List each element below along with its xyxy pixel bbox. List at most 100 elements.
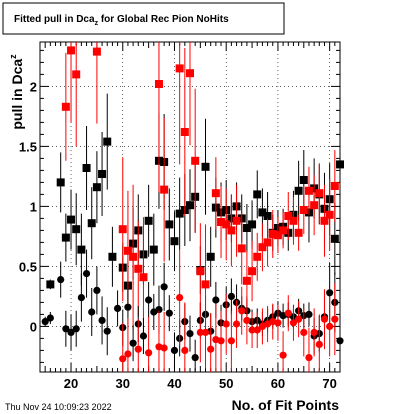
title-frame	[2, 2, 285, 35]
data-point-circle	[129, 339, 137, 347]
data-point-circle	[139, 332, 148, 340]
data-point-square	[61, 233, 70, 242]
data-point-square	[284, 212, 293, 220]
data-point-circle	[72, 325, 80, 333]
data-point-square	[232, 216, 241, 225]
data-point-circle	[300, 328, 308, 336]
data-point-circle	[315, 340, 323, 348]
data-point-circle	[46, 314, 54, 322]
data-point-square	[273, 231, 282, 240]
data-point-square	[154, 80, 163, 88]
data-point-square	[253, 190, 262, 199]
data-point-square	[258, 243, 267, 252]
data-point-circle	[212, 296, 220, 304]
data-point-square	[77, 245, 86, 254]
data-point-circle	[274, 319, 282, 327]
data-point-circle	[232, 320, 241, 328]
data-point-square	[186, 69, 194, 78]
data-point-square	[289, 216, 298, 225]
data-point-square	[149, 245, 158, 254]
data-point-circle	[243, 316, 251, 324]
data-point-square	[248, 267, 257, 276]
data-point-square	[180, 128, 189, 136]
data-point-square	[118, 225, 127, 234]
data-point-square	[67, 46, 76, 55]
data-point-square	[129, 252, 138, 261]
data-point-square	[294, 228, 303, 237]
data-point-square	[186, 201, 194, 210]
data-point-square	[201, 162, 210, 171]
data-point-square	[92, 183, 101, 192]
data-point-square	[175, 209, 184, 218]
data-point-square	[144, 216, 153, 225]
data-point-circle	[305, 310, 313, 318]
data-point-square	[82, 164, 91, 172]
data-point-circle	[253, 326, 261, 334]
data-point-circle	[284, 309, 292, 317]
data-point-square	[227, 226, 236, 235]
data-point-square	[222, 220, 231, 229]
data-point-circle	[238, 307, 246, 315]
data-point-square	[336, 160, 344, 169]
x-tick-label: 30	[116, 376, 130, 391]
data-point-circle	[145, 296, 153, 304]
data-point-circle	[196, 328, 204, 336]
data-point-square	[310, 201, 319, 210]
data-point-circle	[289, 319, 298, 327]
title-box: Fitted pull in Dcaz for Global Rec Pion …	[2, 2, 285, 35]
x-tick-label: 70	[322, 376, 336, 391]
data-point-square	[206, 252, 215, 261]
data-point-circle	[170, 346, 179, 354]
data-point-circle	[336, 337, 344, 345]
data-point-square	[87, 219, 96, 228]
timestamp: Thu Nov 24 10:09:23 2022	[5, 402, 112, 412]
data-point-square	[263, 238, 272, 247]
data-point-circle	[124, 350, 132, 358]
data-point-square	[237, 244, 246, 253]
data-point-square	[242, 276, 251, 285]
data-point-circle	[320, 315, 329, 323]
data-point-square	[103, 137, 112, 146]
y-tick-label: 2	[30, 79, 37, 94]
data-point-circle	[160, 283, 168, 291]
x-tick-label: 60	[271, 376, 285, 391]
data-point-square	[123, 246, 132, 255]
data-point-square	[72, 225, 81, 234]
data-point-square	[320, 216, 329, 225]
data-point-square	[201, 280, 210, 289]
data-point-square	[46, 280, 55, 289]
data-point-square	[315, 189, 324, 198]
data-point-circle	[57, 276, 65, 284]
data-point-circle	[222, 320, 230, 328]
data-point-circle	[326, 289, 334, 297]
data-point-circle	[331, 315, 339, 323]
data-point-circle	[77, 294, 85, 302]
data-point-square	[248, 220, 257, 229]
data-point-square	[330, 182, 339, 190]
data-point-square	[67, 215, 76, 224]
data-point-circle	[119, 355, 127, 363]
x-tick-label: 40	[167, 376, 181, 391]
data-point-circle	[155, 306, 163, 314]
data-point-circle	[145, 349, 153, 357]
data-point-square	[253, 252, 262, 261]
data-point-square	[92, 47, 101, 56]
data-point-square	[211, 189, 220, 198]
data-point-square	[72, 70, 81, 79]
data-point-circle	[62, 325, 70, 333]
chart-title: Fitted pull in Dcaz for Global Rec Pion …	[14, 14, 229, 27]
data-point-square	[263, 212, 272, 220]
data-point-circle	[98, 316, 106, 324]
data-point-square	[304, 186, 313, 195]
y-tick-label: 0.5	[19, 259, 37, 274]
data-point-circle	[191, 354, 199, 362]
data-point-circle	[41, 318, 49, 326]
data-point-square	[56, 178, 65, 187]
data-point-circle	[279, 351, 287, 359]
data-point-circle	[295, 315, 303, 323]
data-point-circle	[207, 345, 215, 353]
data-point-circle	[305, 354, 313, 362]
y-tick-label: 1	[30, 199, 37, 214]
x-tick-label: 50	[219, 376, 233, 391]
